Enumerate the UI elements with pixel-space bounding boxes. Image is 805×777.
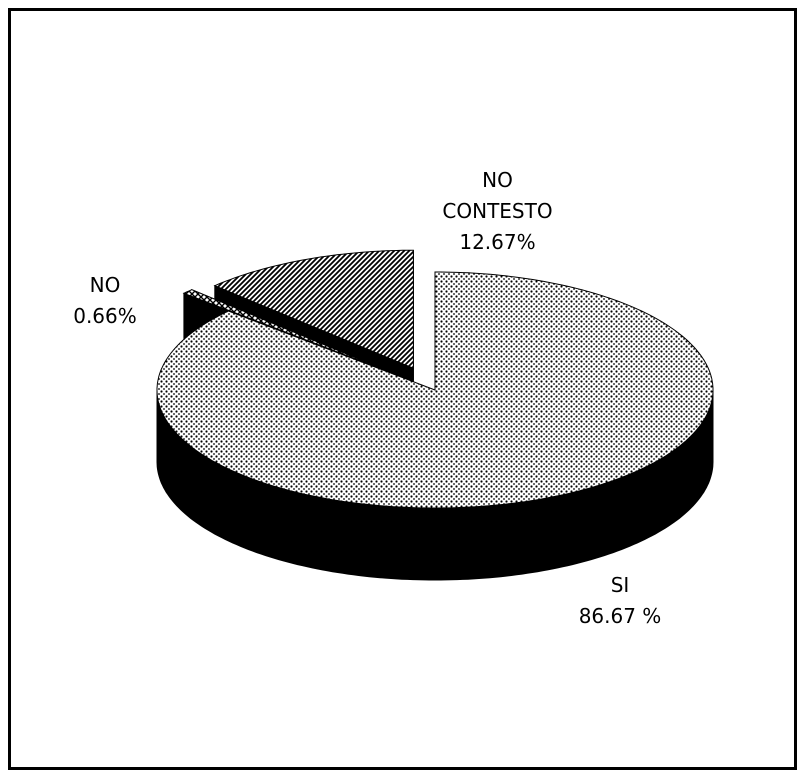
category-label: NO CONTESTO bbox=[442, 168, 553, 223]
category-label: SI bbox=[610, 573, 630, 597]
value-label: 12.67% bbox=[459, 230, 536, 254]
slice-label: NO CONTESTO 12.67% bbox=[420, 165, 575, 258]
slice bbox=[213, 249, 414, 369]
slice bbox=[182, 289, 391, 373]
value-label: 86.67 % bbox=[578, 604, 662, 628]
slice-label: NO 0.66% bbox=[30, 270, 180, 332]
category-label: NO bbox=[89, 273, 121, 297]
slice bbox=[156, 271, 714, 509]
slice-label: SI 86.67 % bbox=[545, 570, 695, 632]
chart-frame bbox=[8, 8, 797, 770]
value-label: 0.66% bbox=[73, 304, 137, 328]
